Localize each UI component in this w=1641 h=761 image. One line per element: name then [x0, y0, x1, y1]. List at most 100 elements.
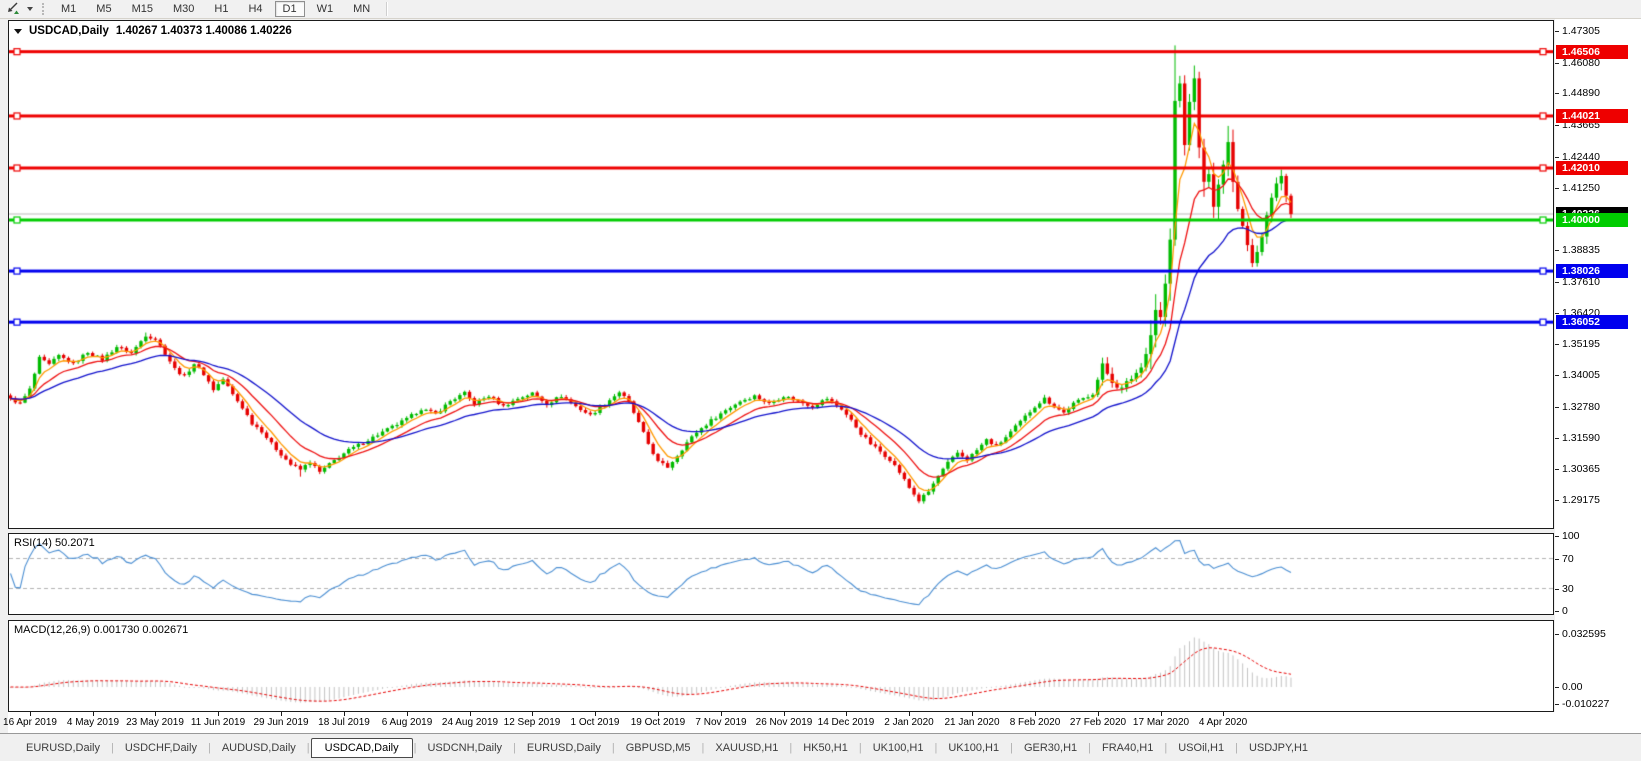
tf-button-M5[interactable]: M5 — [96, 3, 112, 15]
macd-axis-label: 0.00 — [1562, 681, 1583, 693]
date-label: 19 Oct 2019 — [630, 717, 686, 728]
date-label: 12 Sep 2019 — [503, 717, 561, 728]
macd-axis-label: -0.010227 — [1562, 698, 1610, 710]
macd-indicator-label: MACD(12,26,9) 0.001730 0.002671 — [14, 624, 189, 636]
tab-separator: | — [1088, 741, 1092, 754]
top-toolbar: M1 M5 M15 M30 H1 H4 D1 W1 MN — [0, 0, 1641, 19]
level-price-tag[interactable]: 1.38026 — [1556, 264, 1628, 278]
axis-tick — [1555, 438, 1559, 439]
axis-tick — [1555, 157, 1559, 158]
level-price-tag[interactable]: 1.36052 — [1556, 315, 1628, 329]
date-label: 4 Apr 2020 — [1198, 717, 1248, 728]
chart-tab-USDJPY-H1[interactable]: USDJPY,H1 — [1248, 741, 1309, 754]
tf-button-MN[interactable]: MN — [353, 3, 371, 15]
price-axis-label: 1.37610 — [1562, 276, 1600, 288]
chart-tab-USOil-H1[interactable]: USOil,H1 — [1178, 741, 1225, 754]
chart-tab-FRA40-H1[interactable]: FRA40,H1 — [1102, 741, 1154, 754]
chart-tab-USDCHF-Daily[interactable]: USDCHF,Daily — [124, 741, 197, 754]
axis-tick — [1555, 31, 1559, 32]
tab-separator: | — [306, 741, 310, 754]
axis-tick — [1555, 125, 1559, 126]
rsi-axis-label: 70 — [1562, 553, 1574, 565]
rsi-canvas[interactable] — [9, 534, 1553, 614]
axis-tick — [1555, 93, 1559, 94]
tab-separator: | — [110, 741, 114, 754]
date-tick — [1098, 712, 1099, 716]
date-label: 27 Feb 2020 — [1069, 717, 1127, 728]
level-price-tag[interactable]: 1.40000 — [1556, 213, 1628, 227]
tab-separator: | — [1164, 741, 1168, 754]
axis-tick — [1555, 687, 1559, 688]
chart-tab-EURUSD-Daily[interactable]: EURUSD,Daily — [526, 741, 601, 754]
tab-separator: | — [611, 741, 615, 754]
chart-tab-USDCNH-Daily[interactable]: USDCNH,Daily — [427, 741, 503, 754]
cursor-arrows-icon[interactable] — [3, 2, 23, 16]
axis-tick — [1555, 611, 1559, 612]
tf-button-M15[interactable]: M15 — [131, 3, 153, 15]
level-price-tag[interactable]: 1.42010 — [1556, 161, 1628, 175]
tab-separator: | — [858, 741, 862, 754]
axis-tick — [1555, 500, 1559, 501]
axis-tick — [1555, 375, 1559, 376]
tool-dropdown-caret[interactable] — [27, 7, 33, 11]
price-axis-label: 1.34005 — [1562, 369, 1600, 381]
date-tick — [407, 712, 408, 716]
date-tick — [30, 712, 31, 716]
tf-button-M1[interactable]: M1 — [61, 3, 77, 15]
axis-tick — [1555, 344, 1559, 345]
date-axis: 16 Apr 2019 4 May 2019 23 May 2019 11 Jun 2… — [3, 712, 1641, 733]
timeframe-bar: M1 M5 M15 M30 H1 H4 D1 W1 MN — [51, 1, 380, 17]
chart-ohlc: 1.40267 1.40373 1.40086 1.40226 — [115, 25, 292, 37]
date-tick — [1035, 712, 1036, 716]
date-tick — [721, 712, 722, 716]
axis-tick — [1555, 250, 1559, 251]
tab-separator: | — [207, 741, 211, 754]
tab-separator: | — [513, 741, 516, 754]
macd-axis-label: 0.032595 — [1562, 628, 1606, 640]
date-label: 11 Jun 2019 — [190, 717, 246, 728]
chart-tab-USDCAD-Daily[interactable]: USDCAD,Daily — [310, 737, 413, 758]
rsi-axis-label: 0 — [1562, 605, 1568, 617]
price-axis-label: 1.46080 — [1562, 57, 1600, 69]
date-tick — [1161, 712, 1162, 716]
axis-tick — [1555, 559, 1559, 560]
axis-tick — [1555, 634, 1559, 635]
chart-tab-XAUUSD-H1[interactable]: XAUUSD,H1 — [715, 741, 779, 754]
price-chart-canvas[interactable] — [9, 21, 1553, 528]
main-chart-pane — [8, 20, 1554, 529]
chart-tab-UK100-H1[interactable]: UK100,H1 — [872, 741, 924, 754]
chart-tab-GBPUSD-M5[interactable]: GBPUSD,M5 — [625, 741, 691, 754]
axis-tick — [1555, 407, 1559, 408]
price-axis-label: 1.31590 — [1562, 432, 1600, 444]
chart-tab-HK50-H1[interactable]: HK50,H1 — [803, 741, 848, 754]
tf-button-W1[interactable]: W1 — [316, 3, 334, 15]
date-label: 16 Apr 2019 — [3, 717, 57, 728]
date-tick — [909, 712, 910, 716]
chart-tab-EURUSD-Daily[interactable]: EURUSD,Daily — [26, 741, 100, 754]
tab-separator: | — [1235, 741, 1238, 754]
date-tick — [218, 712, 219, 716]
axis-tick — [1555, 313, 1559, 314]
date-tick — [846, 712, 847, 716]
tf-button-H4[interactable]: H4 — [248, 3, 263, 15]
tab-separator: | — [413, 741, 417, 754]
chart-tab-GER30-H1[interactable]: GER30,H1 — [1023, 741, 1078, 754]
axis-tick — [1555, 589, 1559, 590]
level-price-tag[interactable]: 1.44021 — [1556, 109, 1628, 123]
tf-button-D1[interactable]: D1 — [274, 1, 305, 17]
chart-dropdown-icon[interactable] — [14, 28, 22, 34]
date-tick — [595, 712, 596, 716]
toolbar-separator — [386, 2, 388, 16]
date-tick — [784, 712, 785, 716]
macd-canvas[interactable] — [9, 621, 1553, 711]
axis-tick — [1555, 704, 1559, 705]
level-price-tag[interactable]: 1.46506 — [1556, 45, 1628, 59]
price-axis-label: 1.38835 — [1562, 244, 1600, 256]
tf-button-H1[interactable]: H1 — [214, 3, 229, 15]
chart-tab-UK100-H1[interactable]: UK100,H1 — [948, 741, 1000, 754]
chart-tab-AUDUSD-Daily[interactable]: AUDUSD,Daily — [221, 741, 296, 754]
date-tick — [155, 712, 156, 716]
axis-tick — [1555, 188, 1559, 189]
tf-button-M30[interactable]: M30 — [172, 3, 195, 15]
